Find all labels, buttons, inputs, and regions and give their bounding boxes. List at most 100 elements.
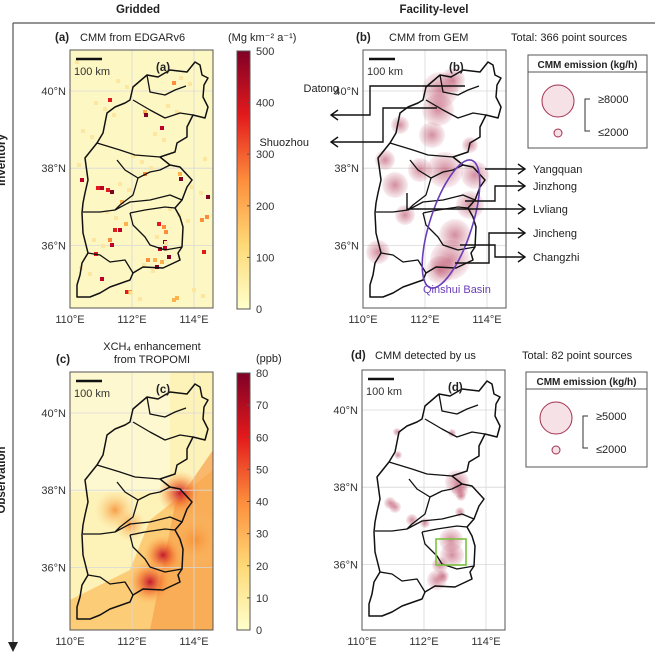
city-boundary [406,513,475,530]
colorbar-tick-label: 50 [256,464,268,476]
lat-tick-label: 40°N [41,408,66,420]
city-label-datong: Datong [304,83,339,95]
legend-large-label: ≥5000 [596,411,627,423]
panel-b: (b) CMM from GEM Total: 366 point source… [259,32,648,309]
city-boundary [116,481,171,501]
arrowhead-icon [329,109,339,121]
city-boundary [425,99,487,119]
emission-cell [179,76,183,80]
emission-marker [394,451,402,459]
panel-a-unit: (Mg km⁻² a⁻¹) [228,32,296,44]
city-label-lvliang: Lvliang [533,204,568,216]
observation-label: Observation [0,446,8,513]
city-label-jinzhong: Jinzhong [533,181,577,193]
emission-cell [146,258,150,262]
legend-title: CMM emission (kg/h) [537,60,637,71]
emission-cell [103,107,107,111]
emission-cell [188,82,192,86]
emission-marker [456,491,466,501]
emission-cell [80,178,84,182]
emission-cell [105,210,109,214]
emission-cell [100,186,104,190]
panel-c-title-line2: from TROPOMI [114,354,190,366]
city-boundary [375,496,431,532]
lat-tick-label: 36°N [334,240,359,252]
arrowhead-icon [329,136,339,148]
city-boundary [132,99,194,119]
colorbar-tick-label: 40 [256,497,268,509]
colorbar-tick-label: 400 [256,98,274,110]
colorbar-tick-label: 0 [256,304,262,316]
emission-cell [106,188,110,192]
emission-cell [200,218,204,222]
emission-cell [155,235,159,239]
legend-small-circle [551,445,561,455]
emission-cell [151,269,155,273]
city-boundary [376,177,432,213]
city-boundary [129,528,176,536]
lat-tick-label: 36°N [41,240,66,252]
panel-d-letter: (d) [351,350,366,362]
emission-grid-cells [75,60,210,302]
inventory-label: Inventory [0,134,8,186]
lat-tick-label: 38°N [41,485,66,497]
qinshui-basin-ellipse [421,159,481,289]
colorbar-tick-label: 200 [256,201,274,213]
city-boundary [407,194,476,211]
legend-small-label: ≤2000 [598,127,629,139]
arrowhead-icon [517,203,527,215]
lon-tick-label: 114°E [179,636,208,648]
city-boundary [146,74,187,96]
city-boundary [422,212,476,251]
xch4-enhancement-field [70,372,213,630]
emission-cell [131,154,135,158]
city-boundary [83,499,139,535]
emission-cell [166,104,170,108]
emission-cell [160,126,164,130]
emission-marker [389,501,401,513]
emission-cell [116,79,120,83]
emission-marker [427,152,463,188]
emission-cell [113,228,117,232]
scale-bar-label: 100 km [367,66,403,78]
emission-cell [127,188,131,192]
panel-c-title-line1: XCH₄ enhancement [103,341,200,353]
emission-cell [178,172,182,176]
lon-tick-label: 112°E [409,636,438,648]
scale-bar-label: 100 km [74,66,110,78]
panel-a-title: CMM from EDGARv6 [80,32,185,44]
emission-cell [162,138,166,142]
legend-bracket [584,98,590,132]
city-label-shuozhou: Shuozhou [259,137,309,149]
emission-cell [199,191,203,195]
lon-tick-label: 110°E [55,314,84,326]
city-boundary [380,252,427,274]
lon-tick-label: 114°E [471,636,500,648]
panel-inset-letter: (b) [449,62,464,74]
lon-tick-label: 112°E [117,314,146,326]
emission-cell [167,255,171,259]
panel-a-letter: (a) [55,32,69,44]
panel-inset-letter: (c) [156,384,170,396]
map-frame [69,49,214,309]
emission-cell [175,110,179,114]
city-boundary [96,464,161,480]
leader-arrow [331,85,465,116]
leader-arrow [455,232,525,264]
emission-cell [142,263,146,267]
arrowhead-icon [517,180,527,192]
emission-cell [112,113,116,117]
legend-small-circle [553,128,563,138]
lon-tick-label: 110°E [347,636,376,648]
panel-c-unit: (ppb) [256,353,282,365]
city-boundary [408,478,463,498]
colorbar-tick-label: 20 [256,561,268,573]
shanxi-outline [369,61,502,298]
emission-marker [395,205,415,225]
emission-cell [110,243,114,247]
emission-cell [81,129,85,133]
city-boundary [87,574,134,596]
shanxi-outline [76,61,209,298]
lon-tick-label: 114°E [472,314,501,326]
city-boundary [421,525,468,533]
